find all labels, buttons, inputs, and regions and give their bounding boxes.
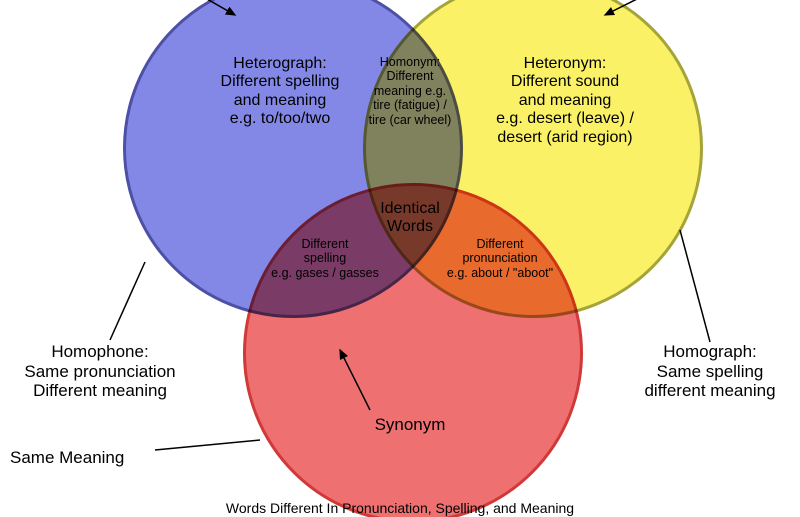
venn-diagram-stage: Heterograph: Different spelling and mean… — [0, 0, 800, 517]
outer-label-same-meaning: Same Meaning — [10, 448, 200, 468]
region-right-heteronym: Heteronym: Different sound and meaning e… — [440, 55, 690, 147]
outer-label-homophone: Homophone: Same pronunciation Different … — [0, 342, 200, 401]
region-top-homonym: Homonym: Different meaning e.g. tire (fa… — [355, 55, 465, 127]
leader-homophone — [110, 262, 145, 340]
leader-homograph — [680, 230, 710, 342]
region-left-bottom: Different spelling e.g. gases / gasses — [245, 237, 405, 280]
region-center-identical: Identical Words — [355, 200, 465, 237]
outer-label-homograph: Homograph: Same spelling different meani… — [615, 342, 800, 401]
region-right-bottom: Different pronunciation e.g. about / "ab… — [415, 237, 585, 280]
diagram-caption: Words Different In Pronunciation, Spelli… — [150, 500, 650, 516]
region-bottom-synonym: Synonym — [330, 415, 490, 435]
